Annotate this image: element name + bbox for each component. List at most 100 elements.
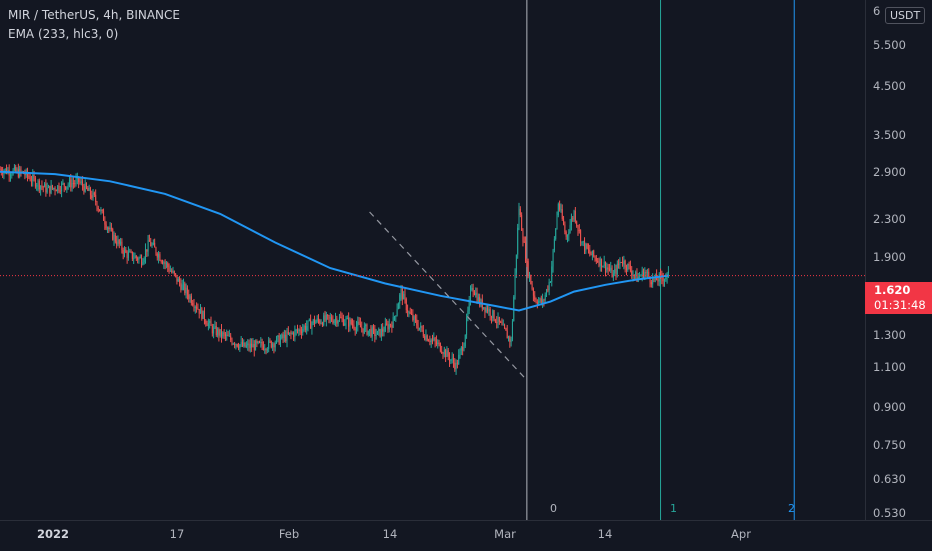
candle-body <box>538 300 540 305</box>
candle-body <box>597 260 599 262</box>
candle-body <box>6 168 8 174</box>
candle-body <box>215 326 217 336</box>
candle-body <box>471 288 473 290</box>
candle-body <box>459 350 461 355</box>
candle-body <box>99 209 101 212</box>
candle-body <box>16 169 18 172</box>
candle-body <box>505 328 507 331</box>
price-axis[interactable] <box>865 0 932 520</box>
candle-body <box>611 267 613 278</box>
candle-body <box>281 334 283 339</box>
candle-body <box>646 271 648 273</box>
candle-body <box>277 335 279 338</box>
candle-body <box>311 323 313 329</box>
candle-body <box>133 258 135 260</box>
candle-body <box>456 362 458 365</box>
candle-body <box>257 341 259 343</box>
candle-body <box>380 328 382 337</box>
currency-selector[interactable]: USDT <box>885 7 926 24</box>
candle-body <box>65 186 67 190</box>
candle-body <box>203 310 205 321</box>
price-tick: 2.900 <box>873 165 906 179</box>
vertical-line-label-2: 2 <box>788 502 795 515</box>
candle-body <box>602 266 604 268</box>
candle-body <box>38 180 40 190</box>
candle-body <box>618 263 620 265</box>
candle-body <box>463 346 465 351</box>
candle-body <box>357 321 359 326</box>
candle-body <box>245 345 247 347</box>
candle-body <box>298 329 300 331</box>
candle-body <box>247 343 249 346</box>
candle-body <box>37 180 39 186</box>
candle-body <box>124 249 126 255</box>
candle-body <box>584 241 586 251</box>
candle-body <box>50 185 52 194</box>
candle-body <box>358 321 360 324</box>
candle-body <box>335 318 337 321</box>
candle-body <box>63 183 65 187</box>
candle-body <box>51 185 53 189</box>
candle-body <box>255 340 257 351</box>
candle-body <box>561 209 563 220</box>
candle-body <box>568 232 570 236</box>
candle-body <box>492 310 494 318</box>
candle-body <box>635 271 637 276</box>
candle-body <box>570 218 572 226</box>
candle-body <box>323 315 325 326</box>
candle-body <box>332 320 334 324</box>
candle-body <box>197 308 199 310</box>
candle-body <box>556 215 558 229</box>
candle-body <box>186 287 188 295</box>
candle-body <box>658 274 660 282</box>
candle-body <box>437 342 439 345</box>
candle-body <box>54 188 56 191</box>
candle-body <box>180 283 182 290</box>
candle-body <box>104 220 106 225</box>
candle-body <box>521 215 523 231</box>
candle-body <box>47 185 49 188</box>
candle-body <box>438 342 440 344</box>
candle-body <box>42 186 44 188</box>
candle-body <box>653 278 655 280</box>
candle-body <box>386 323 388 325</box>
candle-body <box>359 323 361 328</box>
candle-body <box>593 250 595 257</box>
price-tick: 4.500 <box>873 79 906 93</box>
candle-body <box>290 332 292 334</box>
candle-body <box>244 342 246 347</box>
price-tick: 0.900 <box>873 400 906 414</box>
symbol-title[interactable]: MIR / TetherUS, 4h, BINANCE <box>8 8 180 22</box>
candle-body <box>598 261 600 266</box>
candle-body <box>367 330 369 335</box>
candle-body <box>274 343 276 348</box>
candle-body <box>224 333 226 336</box>
candle-body <box>28 176 30 178</box>
candle-body <box>139 257 141 259</box>
candle-body <box>276 337 278 344</box>
candle-body <box>155 247 157 254</box>
time-tick: 14 <box>597 527 613 541</box>
candle-body <box>316 318 318 322</box>
candle-body <box>181 284 183 290</box>
candle-body <box>496 321 498 323</box>
candle-body <box>362 328 364 333</box>
candle-body <box>130 251 132 253</box>
time-axis[interactable] <box>0 520 932 551</box>
candle-body <box>349 319 351 327</box>
candle-body <box>572 218 574 220</box>
candle-body <box>113 234 115 240</box>
candle-body <box>549 281 551 283</box>
candle-body <box>366 324 368 335</box>
candle-body <box>527 261 529 277</box>
ema-indicator-label[interactable]: EMA (233, hlc3, 0) <box>8 27 119 41</box>
candle-body <box>71 183 73 188</box>
candle-body <box>384 323 386 332</box>
chart-legend: MIR / TetherUS, 4h, BINANCE EMA (233, hl… <box>8 6 180 44</box>
candle-body <box>299 329 301 332</box>
candle-body <box>455 362 457 370</box>
candle-body <box>615 269 617 275</box>
candle-body <box>256 340 258 343</box>
candle-body <box>472 288 474 292</box>
